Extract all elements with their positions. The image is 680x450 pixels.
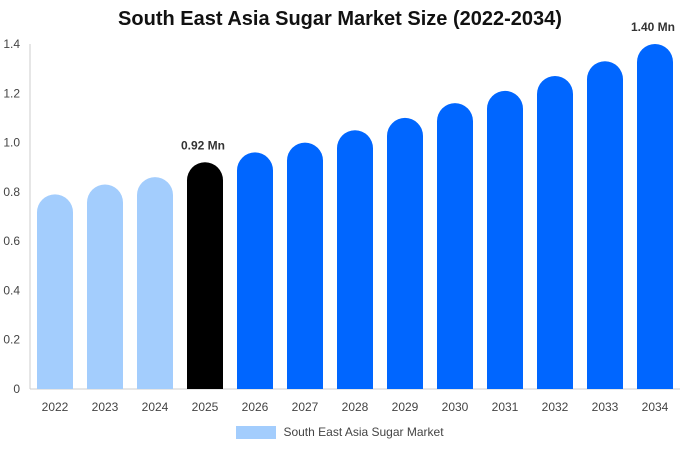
y-tick-label: 1.0 <box>3 136 20 150</box>
bar-2028 <box>337 130 373 390</box>
chart-title: South East Asia Sugar Market Size (2022-… <box>118 8 562 30</box>
x-tick-label: 2024 <box>142 400 169 414</box>
y-tick-label: 0.2 <box>3 333 20 347</box>
x-tick-label: 2031 <box>492 400 519 414</box>
x-tick-label: 2032 <box>542 400 569 414</box>
y-tick-label: 0 <box>13 382 20 396</box>
bar-2031 <box>487 90 523 390</box>
bar-2029 <box>387 117 423 389</box>
legend-label: South East Asia Sugar Market <box>283 425 444 439</box>
bar-2025 <box>187 162 223 389</box>
x-tick-label: 2025 <box>192 400 219 414</box>
bar-2030 <box>437 103 473 390</box>
x-tick-label: 2023 <box>92 400 119 414</box>
bar-2026 <box>237 152 273 389</box>
bar-2022 <box>37 194 73 389</box>
x-tick-label: 2027 <box>292 400 319 414</box>
bar-2033 <box>587 61 623 389</box>
y-tick-label: 0.6 <box>3 234 20 248</box>
y-tick-label: 1.4 <box>3 37 20 51</box>
data-label: 0.92 Mn <box>181 138 225 152</box>
y-tick-label: 0.4 <box>3 283 20 297</box>
y-tick-label: 0.8 <box>3 185 20 199</box>
bar-2027 <box>287 142 323 389</box>
data-label: 1.40 Mn <box>631 20 675 34</box>
x-tick-label: 2029 <box>392 400 419 414</box>
bar-2024 <box>137 177 173 389</box>
bar-2032 <box>537 76 573 390</box>
x-tick-label: 2026 <box>242 400 269 414</box>
x-tick-label: 2028 <box>342 400 369 414</box>
x-tick-label: 2022 <box>42 400 69 414</box>
legend-swatch <box>236 425 277 439</box>
x-tick-label: 2030 <box>442 400 469 414</box>
y-tick-label: 1.2 <box>3 86 20 100</box>
x-tick-label: 2034 <box>642 400 669 414</box>
bar-2023 <box>87 184 123 389</box>
bar-2034 <box>637 44 673 389</box>
x-tick-label: 2033 <box>592 400 619 414</box>
legend: South East Asia Sugar Market <box>0 425 680 439</box>
